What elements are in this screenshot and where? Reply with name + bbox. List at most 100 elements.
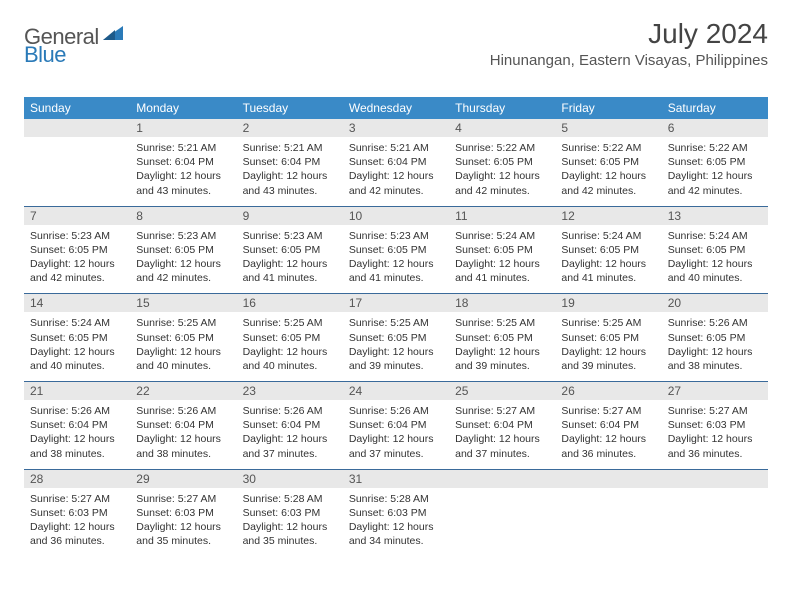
- info-line: Sunset: 6:04 PM: [349, 418, 443, 432]
- info-line: Sunset: 6:05 PM: [349, 331, 443, 345]
- day-cell: Sunrise: 5:25 AMSunset: 6:05 PMDaylight:…: [449, 312, 555, 381]
- info-line: Sunset: 6:04 PM: [136, 155, 230, 169]
- info-line: Daylight: 12 hours: [136, 345, 230, 359]
- info-line: and 41 minutes.: [455, 271, 549, 285]
- day-number: 31: [343, 469, 449, 488]
- info-line: Daylight: 12 hours: [136, 520, 230, 534]
- day-number: 26: [555, 382, 661, 401]
- day-cell: Sunrise: 5:23 AMSunset: 6:05 PMDaylight:…: [343, 225, 449, 294]
- info-line: and 37 minutes.: [455, 447, 549, 461]
- day-cell: Sunrise: 5:23 AMSunset: 6:05 PMDaylight:…: [237, 225, 343, 294]
- day-info: Sunrise: 5:22 AMSunset: 6:05 PMDaylight:…: [453, 139, 551, 198]
- logo-text-blue: Blue: [24, 42, 66, 67]
- calendar-table: Sunday Monday Tuesday Wednesday Thursday…: [24, 97, 768, 556]
- info-line: Daylight: 12 hours: [349, 520, 443, 534]
- info-line: Sunrise: 5:28 AM: [243, 492, 337, 506]
- day-number: 1: [130, 119, 236, 137]
- info-line: and 43 minutes.: [136, 184, 230, 198]
- info-line: and 41 minutes.: [349, 271, 443, 285]
- day-number: 10: [343, 206, 449, 225]
- info-line: Sunrise: 5:25 AM: [455, 316, 549, 330]
- day-number: 8: [130, 206, 236, 225]
- info-line: Daylight: 12 hours: [561, 169, 655, 183]
- info-line: Sunrise: 5:24 AM: [455, 229, 549, 243]
- info-line: Sunset: 6:05 PM: [30, 331, 124, 345]
- day-cell: Sunrise: 5:26 AMSunset: 6:04 PMDaylight:…: [24, 400, 130, 469]
- info-line: Sunset: 6:04 PM: [561, 418, 655, 432]
- info-line: and 39 minutes.: [349, 359, 443, 373]
- day-info: Sunrise: 5:25 AMSunset: 6:05 PMDaylight:…: [559, 314, 657, 373]
- day-cell: Sunrise: 5:21 AMSunset: 6:04 PMDaylight:…: [237, 137, 343, 206]
- day-header-row: Sunday Monday Tuesday Wednesday Thursday…: [24, 97, 768, 119]
- info-line: Sunrise: 5:27 AM: [455, 404, 549, 418]
- info-line: Sunset: 6:04 PM: [349, 155, 443, 169]
- day-number: 20: [662, 294, 768, 313]
- day-info: [453, 490, 551, 492]
- dayhead-thu: Thursday: [449, 97, 555, 119]
- info-line: and 34 minutes.: [349, 534, 443, 548]
- info-line: and 39 minutes.: [561, 359, 655, 373]
- day-number: 23: [237, 382, 343, 401]
- info-line: and 42 minutes.: [349, 184, 443, 198]
- day-cell: Sunrise: 5:25 AMSunset: 6:05 PMDaylight:…: [130, 312, 236, 381]
- info-line: Sunset: 6:03 PM: [349, 506, 443, 520]
- info-line: Sunset: 6:05 PM: [668, 155, 762, 169]
- info-line: Daylight: 12 hours: [455, 432, 549, 446]
- info-line: Daylight: 12 hours: [243, 345, 337, 359]
- day-cell: Sunrise: 5:27 AMSunset: 6:03 PMDaylight:…: [24, 488, 130, 557]
- info-line: Daylight: 12 hours: [243, 432, 337, 446]
- info-line: Sunrise: 5:23 AM: [349, 229, 443, 243]
- day-info: Sunrise: 5:24 AMSunset: 6:05 PMDaylight:…: [559, 227, 657, 286]
- info-line: Daylight: 12 hours: [349, 169, 443, 183]
- info-line: Sunrise: 5:27 AM: [136, 492, 230, 506]
- day-info: Sunrise: 5:27 AMSunset: 6:03 PMDaylight:…: [666, 402, 764, 461]
- info-line: Daylight: 12 hours: [30, 345, 124, 359]
- info-line: and 40 minutes.: [30, 359, 124, 373]
- week-info-row: Sunrise: 5:26 AMSunset: 6:04 PMDaylight:…: [24, 400, 768, 469]
- info-line: Sunset: 6:05 PM: [561, 331, 655, 345]
- info-line: Daylight: 12 hours: [668, 345, 762, 359]
- info-line: and 37 minutes.: [349, 447, 443, 461]
- info-line: and 36 minutes.: [668, 447, 762, 461]
- info-line: and 42 minutes.: [455, 184, 549, 198]
- day-number: 3: [343, 119, 449, 137]
- day-cell: Sunrise: 5:27 AMSunset: 6:03 PMDaylight:…: [130, 488, 236, 557]
- day-cell: Sunrise: 5:27 AMSunset: 6:04 PMDaylight:…: [555, 400, 661, 469]
- info-line: Sunrise: 5:24 AM: [561, 229, 655, 243]
- day-cell: Sunrise: 5:24 AMSunset: 6:05 PMDaylight:…: [24, 312, 130, 381]
- info-line: Sunrise: 5:21 AM: [136, 141, 230, 155]
- day-info: Sunrise: 5:21 AMSunset: 6:04 PMDaylight:…: [241, 139, 339, 198]
- day-info: Sunrise: 5:26 AMSunset: 6:04 PMDaylight:…: [28, 402, 126, 461]
- dayhead-fri: Friday: [555, 97, 661, 119]
- info-line: and 35 minutes.: [136, 534, 230, 548]
- week-info-row: Sunrise: 5:21 AMSunset: 6:04 PMDaylight:…: [24, 137, 768, 206]
- day-number: 27: [662, 382, 768, 401]
- info-line: and 42 minutes.: [136, 271, 230, 285]
- info-line: and 38 minutes.: [30, 447, 124, 461]
- day-number: 18: [449, 294, 555, 313]
- day-cell: Sunrise: 5:24 AMSunset: 6:05 PMDaylight:…: [555, 225, 661, 294]
- day-number: 16: [237, 294, 343, 313]
- info-line: Sunset: 6:05 PM: [668, 331, 762, 345]
- day-number: 13: [662, 206, 768, 225]
- info-line: Sunset: 6:03 PM: [668, 418, 762, 432]
- info-line: Sunrise: 5:26 AM: [136, 404, 230, 418]
- info-line: Sunset: 6:04 PM: [136, 418, 230, 432]
- week-daynum-row: 21222324252627: [24, 382, 768, 401]
- day-number: 9: [237, 206, 343, 225]
- info-line: and 42 minutes.: [561, 184, 655, 198]
- week-info-row: Sunrise: 5:23 AMSunset: 6:05 PMDaylight:…: [24, 225, 768, 294]
- info-line: Sunrise: 5:21 AM: [349, 141, 443, 155]
- info-line: Daylight: 12 hours: [136, 432, 230, 446]
- day-info: Sunrise: 5:23 AMSunset: 6:05 PMDaylight:…: [134, 227, 232, 286]
- day-number: 25: [449, 382, 555, 401]
- info-line: Sunrise: 5:28 AM: [349, 492, 443, 506]
- info-line: and 37 minutes.: [243, 447, 337, 461]
- triangle-icon: [103, 24, 123, 45]
- day-info: Sunrise: 5:23 AMSunset: 6:05 PMDaylight:…: [347, 227, 445, 286]
- info-line: and 38 minutes.: [136, 447, 230, 461]
- day-info: [666, 490, 764, 492]
- month-title: July 2024: [490, 18, 768, 50]
- info-line: Sunrise: 5:27 AM: [668, 404, 762, 418]
- info-line: Daylight: 12 hours: [455, 169, 549, 183]
